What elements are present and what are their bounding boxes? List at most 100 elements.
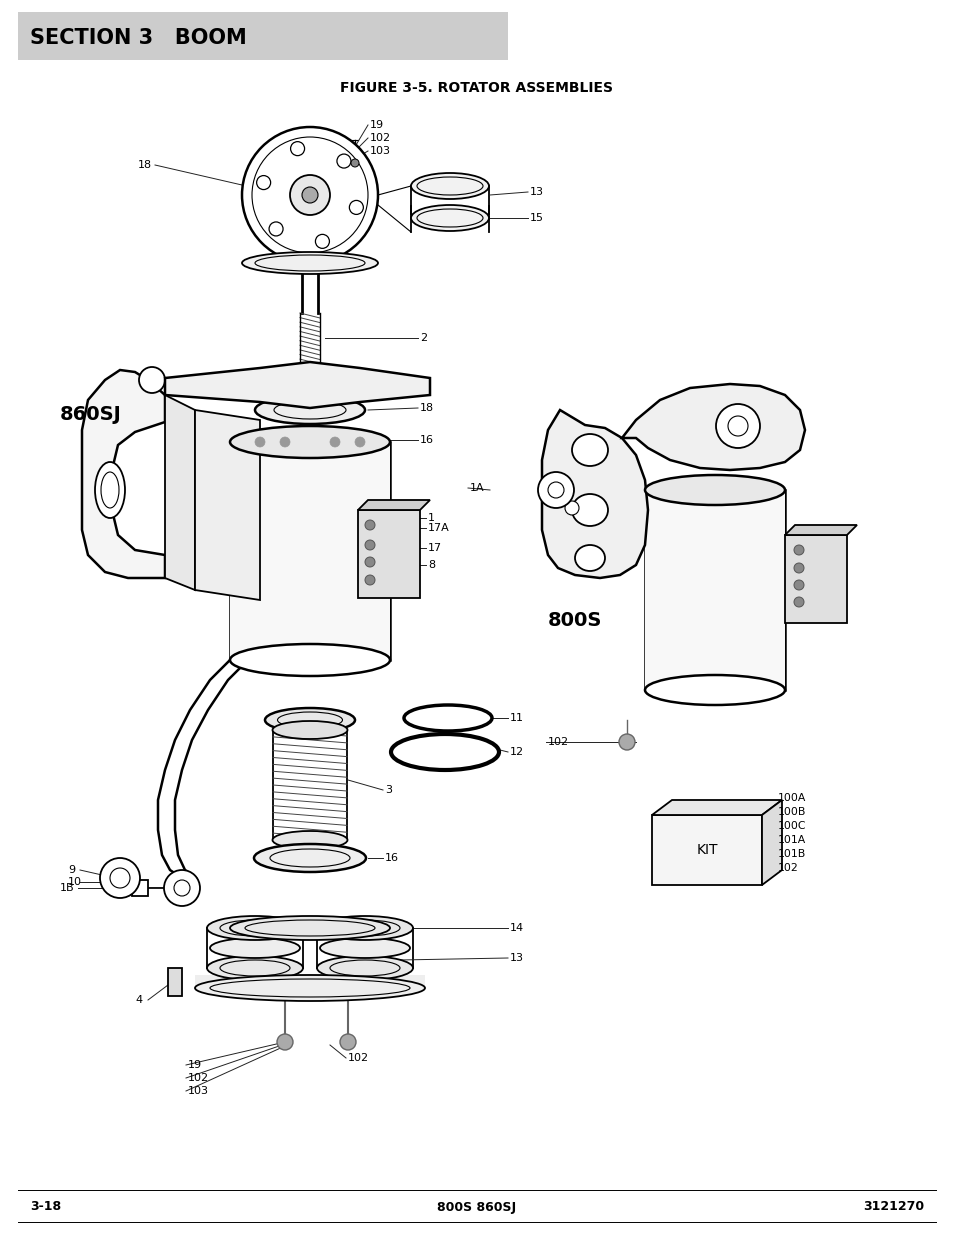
Text: 102: 102 — [778, 863, 798, 873]
Ellipse shape — [194, 974, 424, 1002]
Ellipse shape — [316, 916, 413, 940]
Text: 103: 103 — [370, 146, 391, 156]
Circle shape — [290, 175, 330, 215]
Text: 19: 19 — [370, 120, 384, 130]
Ellipse shape — [411, 205, 489, 231]
Ellipse shape — [411, 173, 489, 199]
Circle shape — [139, 367, 165, 393]
Text: 14: 14 — [510, 923, 523, 932]
Polygon shape — [82, 370, 165, 578]
Ellipse shape — [260, 429, 359, 451]
Text: 4: 4 — [135, 995, 142, 1005]
Text: 103: 103 — [188, 1086, 209, 1095]
Text: 100A: 100A — [778, 793, 805, 803]
Circle shape — [793, 563, 803, 573]
Circle shape — [365, 557, 375, 567]
Circle shape — [365, 576, 375, 585]
Text: 101B: 101B — [778, 848, 805, 860]
Polygon shape — [761, 800, 781, 885]
Circle shape — [716, 404, 760, 448]
Bar — [168, 968, 182, 995]
Circle shape — [355, 437, 365, 447]
Bar — [357, 510, 419, 598]
Text: 800S 860SJ: 800S 860SJ — [437, 1200, 516, 1214]
Ellipse shape — [575, 545, 604, 571]
Ellipse shape — [230, 426, 390, 458]
Text: 101A: 101A — [778, 835, 805, 845]
Text: 11: 11 — [510, 713, 523, 722]
Ellipse shape — [95, 462, 125, 517]
Text: 16: 16 — [385, 853, 398, 863]
Circle shape — [280, 437, 290, 447]
Text: 102: 102 — [348, 1053, 369, 1063]
Text: 17: 17 — [428, 543, 441, 553]
Ellipse shape — [253, 844, 366, 872]
Text: 3: 3 — [385, 785, 392, 795]
Circle shape — [351, 159, 358, 167]
Polygon shape — [165, 362, 430, 408]
Bar — [230, 442, 390, 659]
Circle shape — [793, 545, 803, 555]
Bar — [651, 815, 761, 885]
Ellipse shape — [316, 956, 413, 981]
Text: 13: 13 — [510, 953, 523, 963]
Text: 2: 2 — [419, 333, 427, 343]
Text: 100B: 100B — [778, 806, 805, 818]
Ellipse shape — [230, 916, 390, 940]
Text: 16: 16 — [419, 435, 434, 445]
Polygon shape — [194, 410, 260, 600]
Ellipse shape — [265, 708, 355, 732]
Circle shape — [242, 127, 377, 263]
Circle shape — [365, 540, 375, 550]
Circle shape — [365, 520, 375, 530]
Text: 102: 102 — [370, 133, 391, 143]
Text: 3121270: 3121270 — [862, 1200, 923, 1214]
Polygon shape — [165, 395, 194, 590]
Text: 18: 18 — [419, 403, 434, 412]
Text: 13: 13 — [530, 186, 543, 198]
Bar — [644, 490, 784, 690]
Circle shape — [564, 501, 578, 515]
Ellipse shape — [572, 494, 607, 526]
Ellipse shape — [644, 676, 784, 705]
Ellipse shape — [230, 643, 390, 676]
Polygon shape — [357, 500, 430, 510]
Circle shape — [302, 186, 317, 203]
Ellipse shape — [319, 939, 410, 958]
Ellipse shape — [254, 396, 365, 424]
Ellipse shape — [207, 916, 303, 940]
Circle shape — [618, 734, 635, 750]
Text: 102: 102 — [188, 1073, 209, 1083]
Text: 3-18: 3-18 — [30, 1200, 61, 1214]
Polygon shape — [651, 800, 781, 815]
Polygon shape — [541, 410, 647, 578]
Polygon shape — [784, 525, 856, 535]
Circle shape — [339, 1034, 355, 1050]
Circle shape — [254, 437, 265, 447]
Text: 1A: 1A — [470, 483, 484, 493]
Ellipse shape — [210, 939, 299, 958]
Circle shape — [537, 472, 574, 508]
Text: 100C: 100C — [778, 821, 805, 831]
Text: 17A: 17A — [428, 522, 449, 534]
Text: 9: 9 — [68, 864, 75, 876]
Circle shape — [100, 858, 140, 898]
Ellipse shape — [273, 721, 347, 739]
Text: 18: 18 — [138, 161, 152, 170]
Text: 800S: 800S — [547, 610, 601, 630]
Text: 10: 10 — [68, 877, 82, 887]
Text: 102: 102 — [547, 737, 569, 747]
Text: 1B: 1B — [60, 883, 74, 893]
Text: 1: 1 — [428, 513, 435, 522]
Text: 8: 8 — [428, 559, 435, 571]
Bar — [18, 12, 507, 61]
Text: 860SJ: 860SJ — [60, 405, 122, 425]
Ellipse shape — [207, 956, 303, 981]
Text: KIT: KIT — [696, 844, 717, 857]
Ellipse shape — [572, 433, 607, 466]
Circle shape — [793, 597, 803, 606]
Ellipse shape — [644, 475, 784, 505]
Text: 19: 19 — [188, 1060, 202, 1070]
Circle shape — [164, 869, 200, 906]
Ellipse shape — [242, 252, 377, 274]
